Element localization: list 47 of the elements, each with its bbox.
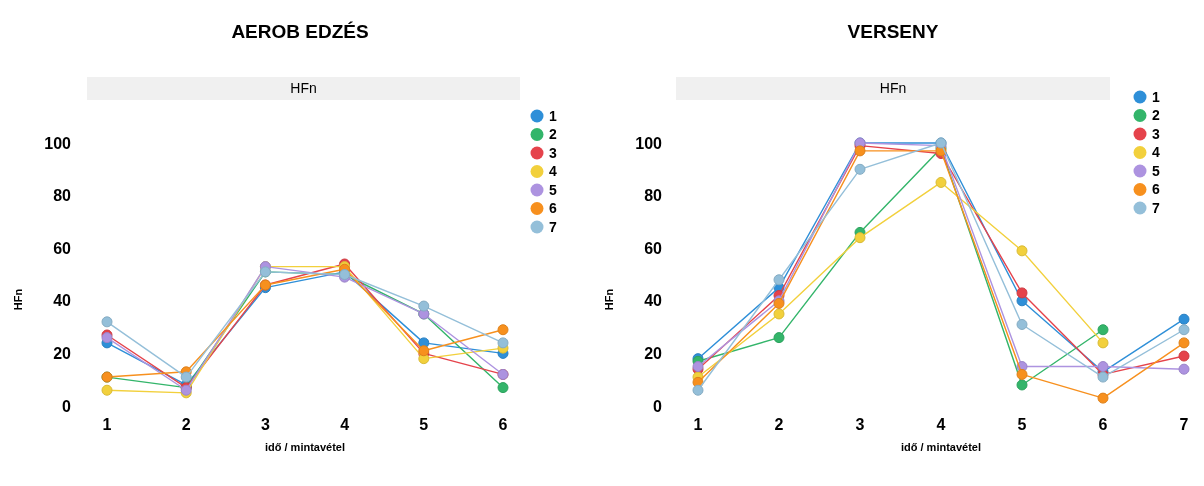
y-tick-label: 0 bbox=[62, 397, 72, 415]
legend-label: 5 bbox=[1152, 162, 1160, 179]
y-tick-label: 20 bbox=[644, 345, 663, 362]
chart-title: AEROB EDZÉS bbox=[231, 21, 369, 42]
y-tick-label: 60 bbox=[644, 239, 663, 257]
x-tick-label: 5 bbox=[419, 416, 429, 433]
legend-label: 2 bbox=[1152, 107, 1160, 124]
y-tick-label: 20 bbox=[53, 345, 72, 362]
x-tick-label: 4 bbox=[340, 416, 350, 433]
legend-label: 5 bbox=[549, 181, 557, 198]
x-tick-label: 3 bbox=[260, 416, 270, 433]
y-tick-label: 100 bbox=[635, 134, 663, 152]
x-tick-label: 5 bbox=[1017, 416, 1027, 433]
x-tick-label: 7 bbox=[1179, 416, 1189, 433]
x-tick-label: 4 bbox=[936, 416, 946, 433]
legend-label: 7 bbox=[1152, 199, 1160, 216]
x-axis-title: idő / mintavétel bbox=[900, 441, 982, 453]
legend-label: 6 bbox=[549, 200, 557, 217]
x-tick-label: 6 bbox=[1098, 416, 1108, 433]
x-tick-label: 6 bbox=[498, 416, 508, 433]
x-tick-label: 1 bbox=[102, 416, 112, 433]
legend-label: 1 bbox=[549, 107, 557, 124]
y-tick-label: 40 bbox=[644, 292, 663, 310]
y-tick-label: 40 bbox=[53, 292, 72, 310]
chart-subtitle: HFn bbox=[879, 80, 907, 96]
legend-label: 3 bbox=[549, 144, 557, 161]
y-tick-label: 60 bbox=[53, 239, 72, 257]
legend-label: 1 bbox=[1152, 88, 1160, 105]
x-tick-label: 3 bbox=[855, 416, 865, 433]
legend-label: 2 bbox=[549, 126, 557, 143]
legend-label: 7 bbox=[549, 218, 557, 235]
y-tick-label: 0 bbox=[653, 397, 663, 415]
y-axis-title: HFn bbox=[603, 288, 615, 311]
legend-label: 6 bbox=[1152, 181, 1160, 198]
x-axis-title: idő / mintavétel bbox=[264, 441, 346, 453]
y-tick-label: 100 bbox=[44, 134, 72, 152]
x-tick-label: 1 bbox=[693, 416, 703, 433]
legend-label: 4 bbox=[1152, 144, 1160, 161]
x-tick-label: 2 bbox=[774, 416, 784, 433]
legend-label: 3 bbox=[1152, 125, 1160, 142]
y-tick-label: 80 bbox=[644, 187, 663, 205]
x-tick-label: 2 bbox=[181, 416, 191, 433]
chart-title: VERSENY bbox=[847, 21, 939, 42]
legend-label: 4 bbox=[549, 163, 557, 180]
y-axis-title: HFn bbox=[12, 288, 24, 311]
y-tick-label: 80 bbox=[53, 187, 72, 205]
chart-subtitle: HFn bbox=[290, 80, 317, 96]
